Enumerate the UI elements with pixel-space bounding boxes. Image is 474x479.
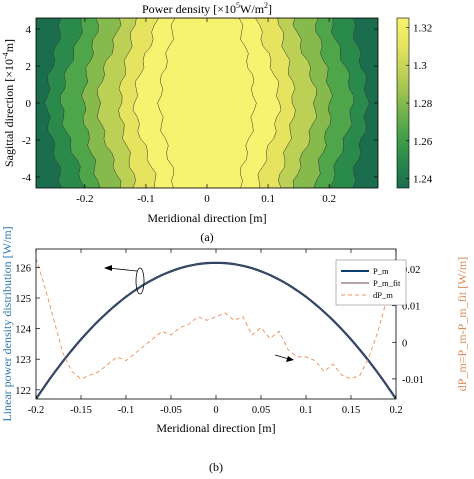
heatmap-xlabel: Meridional direction [m] (147, 211, 266, 225)
right-axis-annotation-arrow (274, 354, 294, 362)
colorbar-tick-label: 1.24 (413, 174, 433, 186)
heatmap-xtick-label: -0.2 (76, 193, 93, 205)
line-plot-ylabel-right: dP_m=P_m-P_m_fit [W/m] (455, 257, 469, 391)
legend-label-dp-m: dP_m (373, 290, 393, 300)
legend-label-p-m-fit: P_m_fit (373, 278, 401, 288)
colorbar-tick-label: 1.32 (413, 22, 432, 34)
line-xtick-label: 0.05 (252, 405, 270, 416)
heatmap-xtick-label: 0.2 (322, 193, 336, 205)
line-ytick-label-left: 122 (15, 386, 31, 397)
colorbar-tick-label: 1.3 (413, 60, 427, 72)
contour-band-7 (157, 18, 257, 188)
line-xtick-label: -0.1 (118, 405, 135, 416)
heatmap-xtick-label: 0.1 (261, 193, 275, 205)
heatmap-plot-area (36, 18, 378, 188)
line-plot-axes: -0.2 -0.15 -0.1 -0.05 0 0.05 0.1 0.15 0.2 122 123 1… (15, 249, 424, 416)
left-axis-annotation-arrow (104, 265, 145, 295)
line-ytick-label-left: 123 (15, 355, 31, 366)
line-plot-area (36, 254, 396, 399)
line-xtick-label: -0.05 (160, 405, 182, 416)
line-xtick-label: 0.1 (299, 405, 312, 416)
colorbar-tick-label: 1.26 (413, 136, 433, 148)
line-ytick-label-right: -0.01 (402, 375, 424, 386)
line-ytick-label-right: 0.01 (402, 302, 420, 313)
line-ytick-label-left: 124 (15, 325, 32, 336)
heatmap-axes: -0.2 -0.1 0 0.1 0.2 -4 -2 0 2 4 (22, 18, 378, 205)
heatmap-ytick-label: 0 (26, 98, 32, 110)
line-xtick-label: 0 (213, 405, 218, 416)
heatmap-ytick-label: 2 (26, 61, 32, 73)
line-ytick-label-left: 126 (15, 263, 31, 274)
colorbar-ticks: 1.24 1.26 1.28 1.3 1.32 (406, 22, 433, 186)
line-plot-xlabel: Meridional direction [m] (156, 421, 275, 435)
heatmap-xtick-label: -0.1 (137, 193, 154, 205)
panel-b: -0.2 -0.15 -0.1 -0.05 0 0.05 0.1 0.15 0.2 122 123 1… (0, 226, 469, 474)
heatmap-xtick-label: 0 (204, 193, 210, 205)
panel-a: Power density [×105W/m2] -0.2 -0.1 0 0.1 0.2… (1, 1, 433, 244)
heatmap-ytick-label: -4 (22, 172, 32, 184)
panel-a-title: Power density [×105W/m2] (142, 1, 272, 16)
line-xtick-label: 0.15 (342, 405, 360, 416)
heatmap-ytick-label: -2 (22, 135, 31, 147)
series-line-dp-m (36, 254, 396, 380)
line-xtick-label: -0.2 (28, 405, 45, 416)
heatmap-ylabel: Sagittal direction [×10-4m] (1, 39, 16, 167)
legend-label-p-m: P_m (373, 266, 389, 276)
line-xtick-label: 0.2 (389, 405, 402, 416)
heatmap-ytick-label: 4 (26, 24, 32, 36)
line-plot-ylabel-left: Linear power density distribution [W/m] (0, 226, 14, 421)
line-xtick-label: -0.15 (70, 405, 92, 416)
series-line-p-m-fit (36, 262, 396, 399)
legend: P_m P_m_fit dP_m (335, 259, 407, 306)
caption-a: (a) (200, 230, 213, 244)
line-ytick-label-right: 0.02 (402, 265, 420, 276)
line-ytick-label-right: 0 (402, 338, 407, 349)
line-ytick-label-left: 125 (15, 294, 31, 305)
caption-b: (b) (209, 460, 223, 474)
colorbar-tick-label: 1.28 (413, 98, 433, 110)
